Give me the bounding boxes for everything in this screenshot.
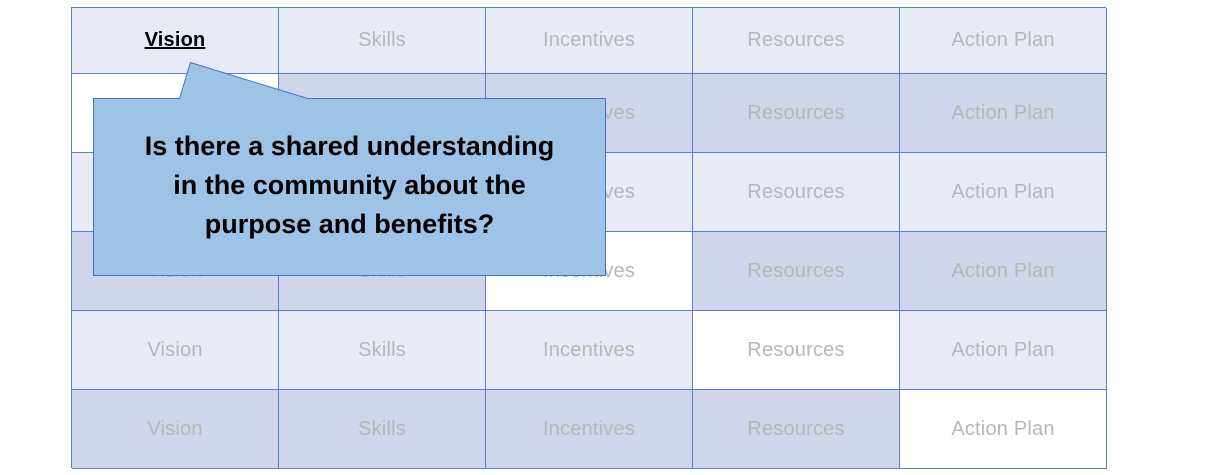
matrix-cell-r4-c4[interactable]: Action Plan bbox=[900, 311, 1107, 390]
matrix-cell-r4-c0[interactable]: Vision bbox=[72, 311, 279, 390]
callout-question: Is there a shared understanding in the c… bbox=[94, 99, 605, 275]
callout-line-3: purpose and benefits? bbox=[204, 208, 495, 239]
matrix-cell-r5-c0[interactable]: Vision bbox=[72, 390, 279, 469]
callout-line-2: in the community about the bbox=[173, 169, 526, 200]
matrix-cell-r0-c0[interactable]: Vision bbox=[72, 8, 279, 74]
matrix-cell-r3-c4[interactable]: Action Plan bbox=[900, 232, 1107, 311]
matrix-cell-r5-c1[interactable]: Skills bbox=[279, 390, 486, 469]
matrix-cell-r3-c3[interactable]: Resources bbox=[693, 232, 900, 311]
matrix-cell-r4-c2[interactable]: Incentives bbox=[486, 311, 693, 390]
matrix-cell-r4-c1[interactable]: Skills bbox=[279, 311, 486, 390]
matrix-cell-r5-c2[interactable]: Incentives bbox=[486, 390, 693, 469]
callout-line-1: Is there a shared understanding bbox=[144, 130, 555, 161]
matrix-cell-r5-c4[interactable]: Action Plan bbox=[900, 390, 1107, 469]
matrix-cell-r0-c2[interactable]: Incentives bbox=[486, 8, 693, 74]
matrix-cell-r4-c3[interactable]: Resources bbox=[693, 311, 900, 390]
matrix-cell-r0-c1[interactable]: Skills bbox=[279, 8, 486, 74]
matrix-cell-r5-c3[interactable]: Resources bbox=[693, 390, 900, 469]
matrix-cell-r1-c3[interactable]: Resources bbox=[693, 74, 900, 153]
matrix-cell-r0-c4[interactable]: Action Plan bbox=[900, 8, 1107, 74]
matrix-cell-r1-c4[interactable]: Action Plan bbox=[900, 74, 1107, 153]
matrix-cell-r2-c3[interactable]: Resources bbox=[693, 153, 900, 232]
matrix-cell-r2-c4[interactable]: Action Plan bbox=[900, 153, 1107, 232]
matrix-cell-r0-c3[interactable]: Resources bbox=[693, 8, 900, 74]
